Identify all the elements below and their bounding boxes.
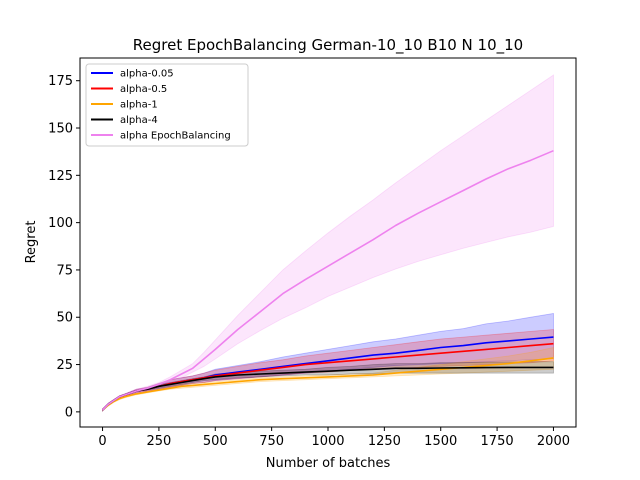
- x-tick-label-3: 750: [259, 434, 284, 449]
- y-axis-label: Regret: [24, 221, 39, 264]
- y-tick-label-4: 100: [48, 216, 73, 231]
- y-axis-ticks: 0 25 50 75 100 125 150 175: [48, 74, 80, 420]
- x-tick-label-0: 0: [98, 434, 106, 449]
- legend: alpha-0.05 alpha-0.5 alpha-1 alpha-4 alpha E…: [85, 63, 249, 147]
- line-series-4: [101, 149, 554, 411]
- x-axis-label: Number of batches: [266, 456, 391, 471]
- legend-label-0: alpha-0.05: [120, 69, 174, 80]
- y-tick-label-3: 75: [56, 263, 73, 278]
- legend-label-2: alpha-1: [120, 100, 158, 111]
- band-series-1: [102, 329, 554, 412]
- x-tick-label-6: 1500: [424, 434, 457, 449]
- x-tick-label-2: 500: [203, 434, 228, 449]
- legend-box: [85, 63, 249, 147]
- x-tick-label-4: 1000: [311, 434, 344, 449]
- y-tick-label-0: 0: [65, 405, 73, 420]
- legend-label-3: alpha-4: [120, 115, 158, 126]
- x-tick-label-7: 1750: [481, 434, 514, 449]
- y-tick-label-6: 150: [48, 122, 73, 137]
- legend-label-4: alpha EpochBalancing: [120, 131, 231, 142]
- x-tick-label-5: 1250: [368, 434, 401, 449]
- y-tick-label-7: 175: [48, 74, 73, 89]
- legend-label-1: alpha-0.5: [120, 84, 167, 95]
- y-tick-label-2: 50: [56, 311, 73, 326]
- band-series-2: [102, 347, 554, 412]
- y-tick-label-5: 125: [48, 169, 73, 184]
- y-tick-label-1: 25: [56, 358, 73, 373]
- chart-title: Regret EpochBalancing German-10_10 B10 N…: [133, 36, 523, 55]
- x-axis-ticks: 0 250 500 750 1000 1250 1500 1750 2000: [98, 427, 570, 449]
- band-series-4: [102, 74, 554, 412]
- x-tick-label-1: 250: [146, 434, 171, 449]
- series-lines: [101, 149, 554, 411]
- x-tick-label-8: 2000: [537, 434, 570, 449]
